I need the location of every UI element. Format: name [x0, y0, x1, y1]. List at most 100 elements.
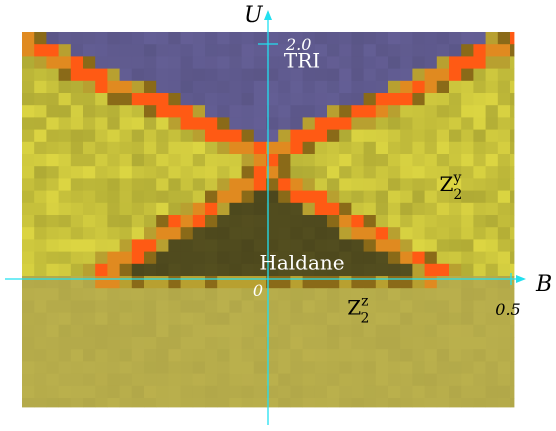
heatmap-cell	[46, 154, 59, 167]
heatmap-cell	[34, 93, 47, 106]
heatmap-cell	[388, 105, 401, 118]
heatmap-cell	[46, 337, 59, 350]
heatmap-cell	[22, 80, 35, 94]
heatmap-cell	[58, 300, 72, 313]
heatmap-cell	[253, 202, 267, 216]
heatmap-cell	[95, 227, 108, 240]
heatmap-cell	[253, 361, 267, 374]
heatmap-cell	[95, 44, 108, 57]
heatmap-cell	[473, 385, 486, 399]
heatmap-cell	[95, 178, 108, 191]
heatmap-cell	[461, 361, 474, 374]
heatmap-cell	[473, 105, 486, 118]
heatmap-cell	[192, 190, 206, 204]
heatmap-cell	[351, 312, 364, 326]
heatmap-cell	[205, 68, 218, 82]
heatmap-cell	[461, 32, 474, 45]
heatmap-cell	[180, 44, 194, 57]
heatmap-cell	[339, 263, 352, 277]
heatmap-cell	[205, 154, 218, 167]
heatmap-cell	[22, 349, 35, 362]
heatmap-cell	[388, 215, 401, 228]
heatmap-cell	[107, 56, 120, 69]
heatmap-cell	[34, 68, 47, 82]
heatmap-cell	[278, 178, 291, 191]
heatmap-cell	[58, 190, 72, 204]
heatmap-cell	[95, 32, 108, 45]
heatmap-cell	[58, 349, 72, 362]
heatmap-cell	[131, 80, 145, 94]
heatmap-cell	[363, 300, 377, 313]
heatmap-cell	[83, 190, 96, 204]
heatmap-cell	[351, 117, 364, 130]
heatmap-cell	[205, 227, 218, 240]
heatmap-cell	[424, 105, 438, 118]
heatmap-cell	[314, 190, 328, 204]
heatmap-cell	[156, 202, 169, 216]
heatmap-cell	[241, 32, 255, 45]
heatmap-cell	[95, 239, 108, 252]
heatmap-cell	[144, 178, 157, 191]
heatmap-cell	[144, 276, 157, 289]
heatmap-cell	[363, 251, 377, 265]
heatmap-cell	[388, 129, 401, 143]
heatmap-cell	[278, 324, 291, 338]
heatmap-cell	[131, 141, 145, 155]
heatmap-cell	[229, 349, 242, 362]
heatmap-cell	[314, 288, 328, 301]
heatmap-cell	[424, 154, 438, 167]
heatmap-cell	[290, 93, 303, 106]
heatmap-cell	[58, 215, 72, 228]
heatmap-cell	[58, 178, 72, 191]
heatmap-cell	[302, 398, 316, 408]
heatmap-cell	[217, 56, 230, 69]
heatmap-cell	[180, 117, 194, 130]
heatmap-cell	[388, 44, 401, 57]
heatmap-cell	[192, 398, 206, 408]
heatmap-cell	[229, 68, 242, 82]
heatmap-cell	[253, 324, 267, 338]
heatmap-cell	[327, 251, 340, 265]
heatmap-cell	[497, 239, 511, 252]
heatmap-cell	[400, 93, 413, 106]
heatmap-cell	[241, 44, 255, 57]
heatmap-cell	[168, 129, 181, 143]
heatmap-cell	[424, 141, 438, 155]
heatmap-cell	[192, 312, 206, 326]
heatmap-cell	[510, 251, 515, 265]
heatmap-cell	[497, 202, 511, 216]
heatmap-cell	[363, 312, 377, 326]
heatmap-cell	[192, 129, 206, 143]
heatmap-cell	[497, 154, 511, 167]
heatmap-cell	[205, 129, 218, 143]
heatmap-cell	[436, 166, 450, 179]
heatmap-cell	[217, 324, 230, 338]
heatmap-cell	[70, 239, 84, 252]
heatmap-cell	[327, 190, 340, 204]
heatmap-cell	[83, 239, 96, 252]
heatmap-cell	[363, 166, 377, 179]
heatmap-cell	[229, 141, 242, 155]
heatmap-cell	[156, 68, 169, 82]
heatmap-cell	[400, 32, 413, 45]
heatmap-cell	[510, 373, 515, 387]
heatmap-cell	[58, 166, 72, 179]
heatmap-cell	[424, 227, 438, 240]
heatmap-cell	[302, 251, 316, 265]
heatmap-cell	[205, 324, 218, 338]
heatmap-cell	[266, 190, 279, 204]
heatmap-cell	[266, 56, 279, 69]
heatmap-cell	[290, 215, 303, 228]
heatmap-cell	[314, 263, 328, 277]
heatmap-cell	[205, 178, 218, 191]
heatmap-cell	[217, 44, 230, 57]
heatmap-cell	[327, 349, 340, 362]
heatmap-cell	[58, 373, 72, 387]
heatmap-cell	[205, 80, 218, 94]
heatmap-cell	[363, 44, 377, 57]
heatmap-cell	[229, 105, 242, 118]
heatmap-cell	[424, 312, 438, 326]
heatmap-cell	[314, 337, 328, 350]
heatmap-cell	[497, 32, 511, 45]
